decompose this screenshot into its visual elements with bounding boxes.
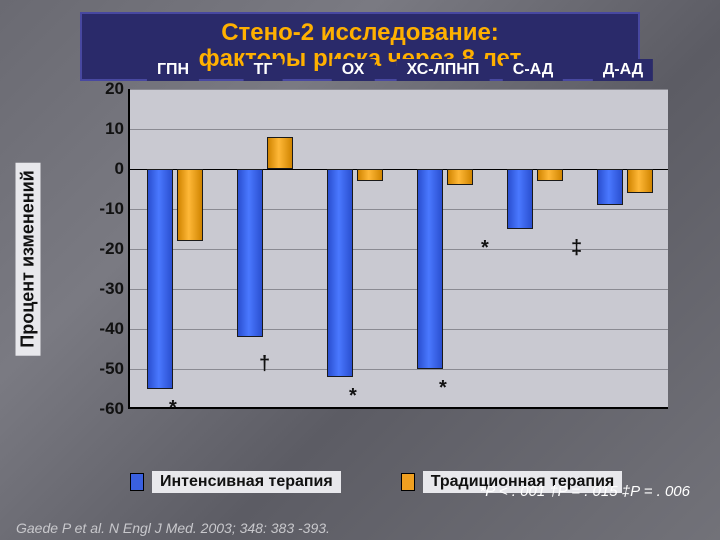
bar: [357, 169, 383, 181]
chart-annotation: †: [259, 353, 270, 376]
grid-line: [130, 249, 668, 250]
category-label: ХС-ЛПНП: [397, 59, 490, 81]
category-label: ГПН: [147, 59, 199, 81]
y-tick-label: 10: [105, 119, 130, 139]
y-tick-label: 20: [105, 79, 130, 99]
legend-swatch: [130, 473, 144, 491]
legend-label: Интенсивная терапия: [152, 471, 341, 493]
category-label: С-АД: [503, 59, 563, 81]
grid-line: [130, 129, 668, 130]
bar: [627, 169, 653, 193]
grid-line: [130, 209, 668, 210]
y-tick-label: -40: [99, 319, 130, 339]
chart-annotation: *: [439, 377, 447, 400]
bar: [147, 169, 173, 389]
chart-annotation: *: [349, 385, 357, 408]
bar: [597, 169, 623, 205]
grid-line: [130, 289, 668, 290]
bar: [327, 169, 353, 377]
bar: [177, 169, 203, 241]
y-tick-label: 0: [115, 159, 130, 179]
chart-area: Процент изменений ГПНТГОХХС-ЛПНПС-АДД-АД…: [70, 89, 690, 429]
category-labels: ГПН ТГ ОХ ХС-ЛПНП С-АД Д-АД: [128, 59, 668, 85]
p-values: *P < . 001 †P = . 015 ‡P = . 006: [479, 483, 690, 500]
grid-line: [130, 329, 668, 330]
bar: [237, 169, 263, 337]
bar: [537, 169, 563, 181]
chart-annotation: ‡: [571, 237, 582, 260]
bar: [267, 137, 293, 169]
chart-annotation: *: [169, 397, 177, 420]
y-tick-label: -50: [99, 359, 130, 379]
plot: 20100-10-20-30-40-50-60*†***‡: [128, 89, 668, 409]
y-tick-label: -60: [99, 399, 130, 419]
citation: Gaede P et al. N Engl J Med. 2003; 348: …: [16, 520, 330, 536]
bar: [447, 169, 473, 185]
y-axis-label: Процент изменений: [16, 162, 41, 355]
category-label: ТГ: [244, 59, 283, 81]
y-tick-label: -30: [99, 279, 130, 299]
legend-item: Интенсивная терапия: [130, 471, 341, 493]
category-label: ОХ: [332, 59, 375, 81]
bar: [507, 169, 533, 229]
bar: [417, 169, 443, 369]
grid-line: [130, 169, 668, 170]
chart-annotation: *: [481, 237, 489, 260]
grid-line: [130, 369, 668, 370]
title-line-1: Стено-2 исследование:: [94, 20, 626, 46]
legend-swatch: [401, 473, 415, 491]
category-label: Д-АД: [593, 59, 653, 81]
y-tick-label: -20: [99, 239, 130, 259]
grid-line: [130, 89, 668, 90]
y-tick-label: -10: [99, 199, 130, 219]
